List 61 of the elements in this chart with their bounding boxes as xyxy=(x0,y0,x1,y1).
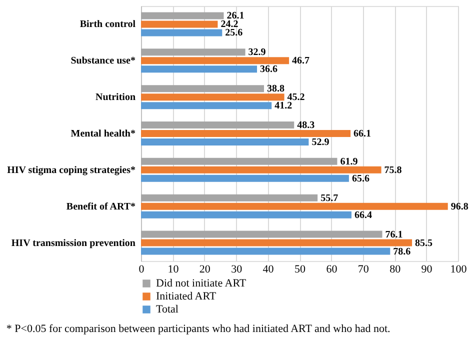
bar xyxy=(141,85,264,92)
x-tick-label: 40 xyxy=(262,264,274,276)
bar xyxy=(141,166,382,174)
bar xyxy=(141,211,352,218)
bar xyxy=(141,57,290,64)
bar xyxy=(141,130,351,137)
data-label: 32.9 xyxy=(248,47,266,58)
bar xyxy=(141,230,382,238)
x-tick-label: 80 xyxy=(390,264,402,276)
data-label: 75.8 xyxy=(384,164,402,176)
data-label: 76.1 xyxy=(385,229,403,240)
bar xyxy=(141,138,309,146)
data-label: 48.3 xyxy=(297,120,315,131)
data-label: 46.7 xyxy=(292,56,310,67)
y-tick-label: Birth control xyxy=(80,19,136,30)
data-label: 52.9 xyxy=(312,137,330,148)
legend-label: Initiated ART xyxy=(156,290,216,302)
y-tick-label: Mental health* xyxy=(70,128,136,140)
bar xyxy=(141,158,338,165)
bar xyxy=(141,194,318,202)
text: * P<0.05 for comparison between participants who had initiated ART and who had not. xyxy=(6,323,390,335)
bar xyxy=(141,122,294,128)
x-tick-label: 30 xyxy=(231,264,243,276)
bar xyxy=(141,20,218,28)
data-label: 55.7 xyxy=(320,192,338,204)
bar xyxy=(141,202,448,210)
data-label: 41.2 xyxy=(274,100,292,112)
data-label: 25.6 xyxy=(225,28,243,39)
x-tick-label: 20 xyxy=(199,264,211,276)
x-tick-label: 60 xyxy=(326,264,338,276)
y-tick-label: Substance use* xyxy=(70,56,136,67)
bar xyxy=(141,248,390,255)
bar xyxy=(141,29,222,36)
data-label: 38.8 xyxy=(266,84,284,95)
x-tick-label: 0 xyxy=(138,264,145,276)
x-tick-label: 10 xyxy=(168,264,180,276)
data-label: 85.5 xyxy=(415,238,433,249)
bar xyxy=(141,239,412,246)
data-label: 65.6 xyxy=(352,173,370,184)
bar xyxy=(141,66,258,73)
data-label: 61.9 xyxy=(340,156,358,168)
bar xyxy=(141,174,349,182)
y-tick-label: HIV transmission prevention xyxy=(11,238,136,249)
bar xyxy=(141,94,284,101)
bar xyxy=(141,48,246,56)
data-label: 96.8 xyxy=(450,201,468,212)
x-tick-label: 100 xyxy=(450,264,468,276)
legend-label: Total xyxy=(156,304,178,316)
legend-label: Did not initiate ART xyxy=(156,278,246,290)
data-label: 66.1 xyxy=(354,128,372,140)
y-tick-label: Nutrition xyxy=(96,92,136,104)
x-tick-label: 70 xyxy=(358,264,370,276)
data-label: 36.6 xyxy=(260,64,278,76)
bar xyxy=(141,102,272,110)
data-label: 78.6 xyxy=(393,246,411,258)
x-tick-label: 50 xyxy=(294,264,306,276)
bar xyxy=(141,12,224,20)
y-tick-label: HIV stigma coping strategies* xyxy=(7,164,136,176)
x-tick-label: 90 xyxy=(421,264,433,276)
data-label: 66.4 xyxy=(354,210,372,221)
y-tick-label: Benefit of ART* xyxy=(66,201,136,212)
